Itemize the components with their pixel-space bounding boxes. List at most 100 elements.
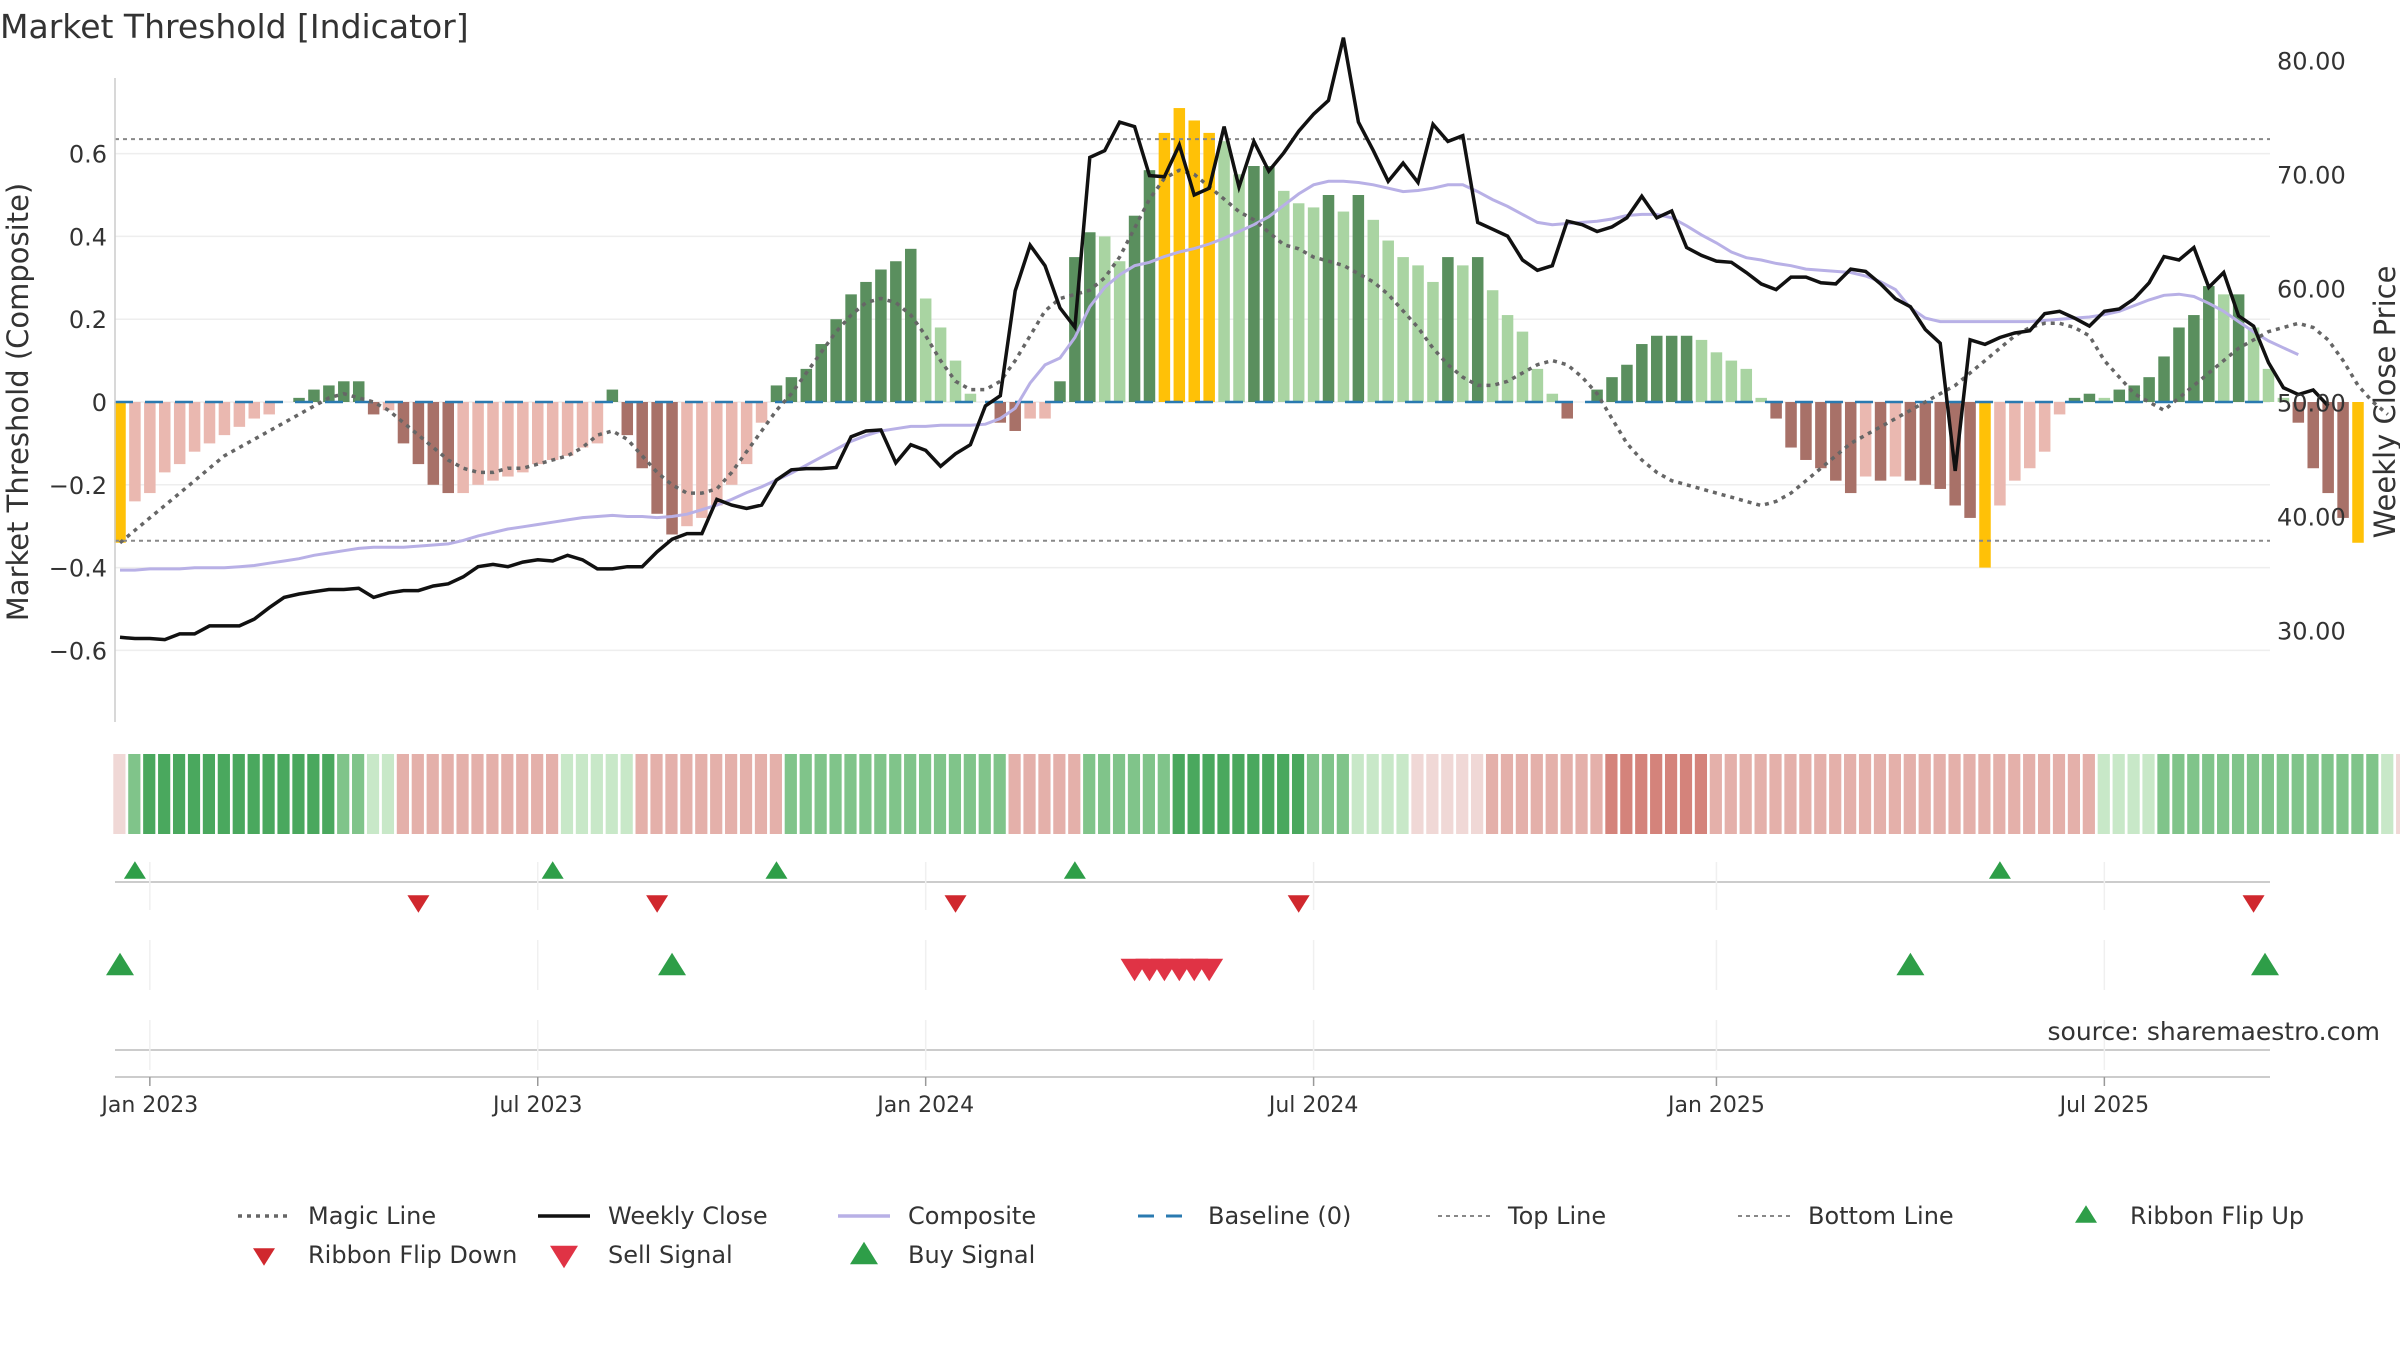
composite-bar <box>1859 402 1872 477</box>
reference-lines <box>115 138 2270 542</box>
legend-label: Composite <box>908 1202 1036 1230</box>
ribbon-cell <box>2052 754 2066 834</box>
signal-panels <box>106 861 2279 1078</box>
ribbon-cell <box>516 754 529 834</box>
ribbon-cell <box>545 754 559 834</box>
ribbon-cell <box>695 754 708 834</box>
composite-bar <box>636 402 648 469</box>
composite-bar <box>815 344 827 402</box>
composite-bar <box>397 402 410 444</box>
ribbon-cell <box>2231 754 2245 834</box>
composite-bar <box>1740 368 1753 402</box>
composite-bar <box>1173 108 1186 402</box>
composite-bar <box>1352 195 1365 402</box>
source-note: source: sharemaestro.com <box>2048 1017 2381 1046</box>
composite-bar <box>1263 166 1275 402</box>
composite-bar <box>561 402 574 456</box>
ribbon-cell <box>247 754 260 834</box>
composite-bar <box>1770 402 1782 419</box>
ribbon-cell <box>1202 754 1215 834</box>
legend-label: Ribbon Flip Up <box>2130 1202 2304 1230</box>
ribbon-cell <box>1381 754 1394 834</box>
composite-bar <box>845 294 857 402</box>
ribbon-cell <box>799 754 812 834</box>
composite-bar <box>2173 327 2185 402</box>
ribbon-cell <box>829 754 842 834</box>
composite-bar <box>2158 356 2170 402</box>
ribbon-cell <box>1217 754 1230 834</box>
ribbon-cell <box>2023 754 2036 834</box>
composite-bar <box>711 402 723 506</box>
composite-bar <box>2113 389 2126 402</box>
composite-bar <box>382 402 395 411</box>
x-axis-ticks: Jan 2023 Jul 2023 Jan 2024 Jul 2024 Jan 2025… <box>99 1077 2149 1118</box>
ribbon-cell <box>172 754 186 834</box>
composite-bar <box>1561 402 1573 419</box>
composite-bar <box>755 402 768 423</box>
composite-bar <box>2217 294 2230 402</box>
ribbon-cell <box>560 754 574 834</box>
ribbon-cell <box>396 754 409 834</box>
composite-bar <box>1815 402 1827 469</box>
y-tick-label-left: 0.4 <box>69 223 107 251</box>
composite-bar <box>1651 335 1663 402</box>
y-axis-label-right: Weekly Close Price <box>2368 266 2400 539</box>
ribbon-cell <box>456 754 469 834</box>
ribbon-cell <box>2008 754 2021 834</box>
composite-bar <box>2322 402 2334 494</box>
ribbon-cell <box>1157 754 1170 834</box>
ribbon-cell <box>1411 754 1424 834</box>
ribbon-cell <box>665 754 678 834</box>
ribbon-cell <box>1291 754 1305 834</box>
legend-item: Top Line <box>1438 1202 1606 1230</box>
ribbon-cell <box>2097 754 2110 834</box>
composite-bar <box>1218 141 1230 402</box>
ribbon-cell <box>963 754 976 834</box>
ribbon-cell <box>635 754 648 834</box>
composite-bar <box>144 402 156 494</box>
ribbon-cell <box>1098 754 1111 834</box>
composite-bar <box>532 402 544 465</box>
x-tick-label: Jan 2023 <box>99 1093 198 1118</box>
composite-bar <box>1830 402 1842 481</box>
composite-bar <box>1904 402 1917 481</box>
composite-bar <box>1874 402 1887 481</box>
ribbon-cell <box>754 754 768 834</box>
ribbon-cell <box>2306 754 2319 834</box>
ribbon-cell <box>158 754 171 834</box>
ribbon-flip-down-marker <box>1287 895 1310 913</box>
legend-label: Buy Signal <box>908 1241 1035 1269</box>
composite-bar <box>1412 265 1424 402</box>
composite-bar <box>1054 381 1066 402</box>
ribbon-cell <box>1799 754 1812 834</box>
y-tick-label-right: 30.00 <box>2277 618 2346 646</box>
ribbon-cell <box>441 754 454 834</box>
ribbon-cell <box>202 754 216 834</box>
composite-bar <box>203 402 216 444</box>
right-axis-ticks: 80.00 70.00 60.00 50.00 40.00 30.00 <box>2277 48 2346 646</box>
ribbon-flip-up-marker <box>1988 861 2011 879</box>
composite-bar <box>1695 339 1708 402</box>
y-tick-label-left: 0 <box>92 389 107 417</box>
composite-bar <box>1457 265 1469 402</box>
ribbon-cell <box>2246 754 2260 834</box>
ribbon-cell <box>2366 754 2379 834</box>
y-tick-label-left: 0.2 <box>69 306 107 334</box>
composite-bar <box>517 402 529 473</box>
legend-label: Weekly Close <box>608 1202 768 1230</box>
composite-bar <box>352 381 365 402</box>
ribbon-cell <box>2142 754 2155 834</box>
ribbon-cell <box>784 754 797 834</box>
ribbon-cell <box>1008 754 1021 834</box>
ribbon-cell <box>1918 754 1931 834</box>
ribbon-cell <box>1277 754 1290 834</box>
ribbon-cell <box>725 754 738 834</box>
composite-bar <box>2009 402 2021 481</box>
legend-swatch <box>253 1248 275 1266</box>
composite-bar <box>412 402 425 465</box>
ribbon-cell <box>352 754 365 834</box>
ribbon-cell <box>844 754 857 834</box>
weekly-close-line <box>119 37 2330 642</box>
composite-bar <box>1307 207 1320 402</box>
composite-bar <box>1292 203 1305 402</box>
